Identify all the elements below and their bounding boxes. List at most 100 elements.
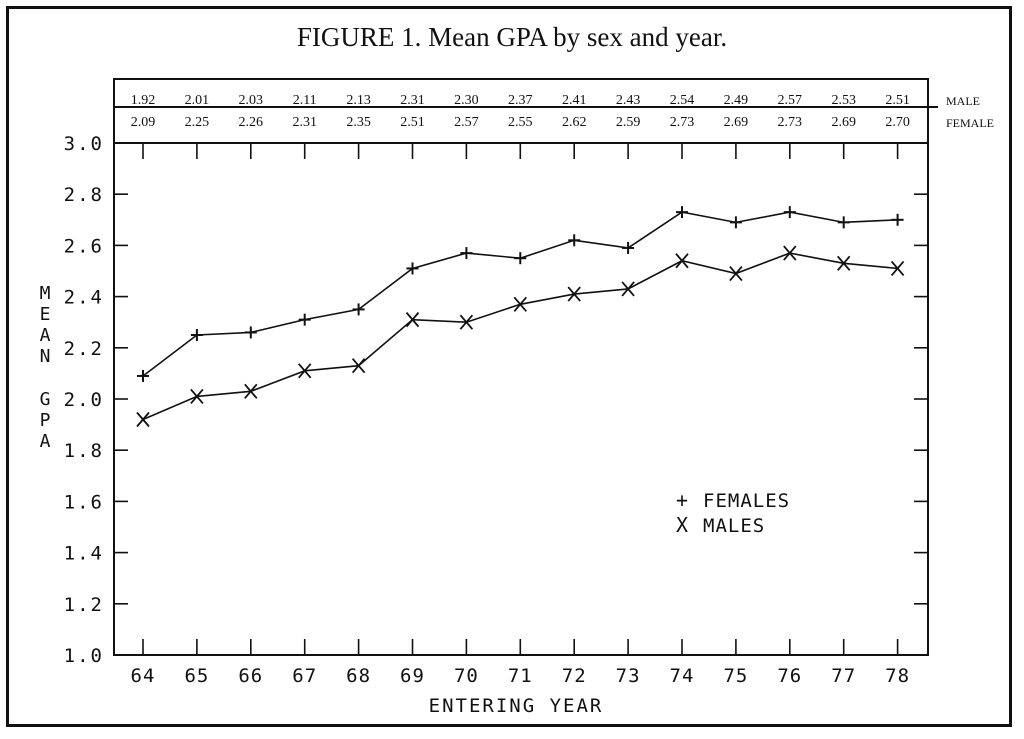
- chart-title: FIGURE 1. Mean GPA by sex and year.: [296, 22, 728, 52]
- female-table-value: 2.35: [346, 115, 371, 130]
- x-tick-label: 65: [184, 665, 209, 687]
- males-point: [405, 312, 420, 328]
- females-point: [298, 313, 311, 326]
- female-table-value: 2.26: [239, 115, 264, 130]
- x-tick-label: 78: [885, 665, 910, 687]
- males-point: [459, 314, 474, 330]
- series-layer: [136, 206, 905, 428]
- male-table-value: 2.37: [508, 93, 533, 108]
- female-table-value: 2.31: [292, 115, 317, 130]
- female-table-value: 2.73: [778, 115, 803, 130]
- y-tick-label: 2.4: [64, 287, 104, 309]
- x-tick-label: 76: [777, 665, 802, 687]
- females-point: [137, 369, 149, 382]
- females-line: [142, 211, 898, 377]
- male-table-value: 1.92: [131, 93, 156, 108]
- females-point: [244, 326, 257, 339]
- table-row-label-male: MALE: [946, 94, 980, 108]
- x-tick-label: 75: [723, 665, 748, 687]
- females-point: [406, 262, 419, 275]
- males-point: [351, 358, 366, 374]
- male-table-value: 2.41: [562, 93, 587, 108]
- females-point: [891, 213, 904, 226]
- male-table-value: 2.30: [454, 93, 479, 108]
- male-table-value: 2.57: [778, 93, 803, 108]
- y-tick-label: 2.2: [64, 338, 104, 360]
- female-table-value: 2.59: [616, 115, 641, 130]
- x-tick-label: 71: [508, 665, 533, 687]
- males-point: [190, 388, 204, 405]
- males-point: [513, 296, 527, 312]
- female-table-value: 2.69: [724, 115, 749, 130]
- y-tick-label: 2.0: [64, 389, 104, 411]
- males-point: [783, 245, 797, 261]
- x-tick-label: 68: [346, 665, 371, 687]
- x-tick-label: 67: [292, 665, 317, 687]
- y-tick-label: 1.4: [64, 543, 104, 565]
- female-table-value: 2.09: [131, 115, 156, 130]
- x-tick-label: 73: [616, 665, 641, 687]
- x-tick-label: 69: [400, 665, 425, 687]
- female-table-value: 2.62: [562, 115, 587, 130]
- axes: 1.0 1.2 1.4 1.6 1.8 2.0 2.2 2.4 2.6 2.8 3.0 64 65 66 6…: [64, 78, 938, 687]
- females-point: [622, 241, 635, 254]
- male-table-value: 2.54: [670, 93, 695, 108]
- x-tick-label: 77: [831, 665, 856, 687]
- males-point: [729, 265, 743, 282]
- x-axis-label: ENTERING YEAR: [429, 695, 604, 717]
- x-tick-label: 64: [131, 665, 156, 687]
- figure-frame: [6, 6, 1012, 727]
- legend-label: FEMALES: [703, 490, 790, 512]
- females-point: [190, 329, 203, 341]
- females-point: [460, 247, 473, 260]
- males-point: [136, 411, 150, 428]
- male-table-value: 2.11: [293, 93, 317, 108]
- y-tick-label: 1.0: [64, 645, 104, 667]
- females-point: [729, 216, 742, 229]
- female-table-value: 2.73: [670, 115, 695, 130]
- females-point: [514, 252, 527, 265]
- x-tick-label: 66: [238, 665, 263, 687]
- y-tick-label: 2.8: [64, 184, 104, 206]
- y-tick-label: 1.6: [64, 491, 104, 513]
- female-table-value: 2.55: [508, 115, 533, 130]
- male-table-value: 2.53: [831, 93, 856, 108]
- female-table-value: 2.51: [400, 115, 425, 130]
- value-table: 1.92 2.01 2.03 2.11 2.13 2.31 2.30 2.37 2.41 2.43…: [131, 93, 994, 130]
- female-table-value: 2.69: [831, 115, 856, 130]
- females-point: [837, 216, 850, 229]
- x-tick-label: 74: [670, 665, 695, 687]
- males-point: [298, 363, 312, 379]
- x-tick-label: 72: [562, 665, 587, 687]
- males-point: [244, 383, 258, 399]
- male-table-value: 2.43: [616, 93, 641, 108]
- legend-label: MALES: [703, 515, 765, 537]
- male-table-value: 2.01: [185, 93, 210, 108]
- males-point: [890, 260, 905, 277]
- x-tick-label: 70: [454, 665, 479, 687]
- plot-frame: [113, 78, 929, 656]
- males-point: [837, 255, 851, 271]
- male-table-value: 2.49: [724, 93, 749, 108]
- males-point: [567, 286, 581, 302]
- male-table-value: 2.03: [239, 93, 264, 108]
- legend-symbol: +: [676, 488, 688, 512]
- female-table-value: 2.57: [454, 115, 479, 130]
- males-line: [142, 252, 898, 421]
- females-point: [783, 206, 796, 219]
- females-point: [568, 234, 581, 247]
- male-table-value: 2.51: [885, 93, 910, 108]
- y-tick-label: 3.0: [64, 133, 104, 155]
- males-point: [675, 253, 689, 269]
- legend-symbol: X: [676, 513, 688, 537]
- y-tick-label: 2.6: [64, 235, 104, 257]
- female-table-value: 2.70: [885, 115, 910, 130]
- males-point: [621, 281, 635, 297]
- male-table-value: 2.13: [346, 93, 371, 108]
- table-row-label-female: FEMALE: [946, 116, 994, 130]
- male-table-value: 2.31: [400, 93, 425, 108]
- y-tick-label: 1.8: [64, 440, 104, 462]
- female-table-value: 2.25: [185, 115, 210, 130]
